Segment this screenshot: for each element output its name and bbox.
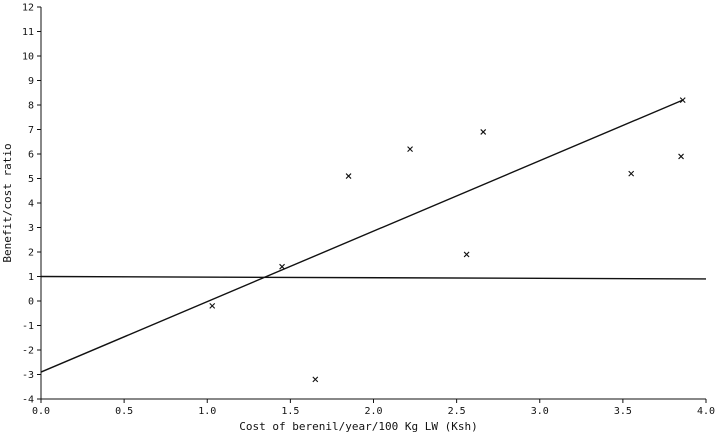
- chart-lines: [40, 99, 707, 373]
- x-tick-label: 4.0: [697, 406, 715, 417]
- y-tick-label: -4: [22, 395, 34, 406]
- axes: [40, 7, 706, 400]
- data-point: [209, 303, 216, 309]
- data-point: [279, 263, 285, 270]
- x-tick-label: 1.0: [198, 406, 216, 417]
- y-tick-label: 12: [22, 3, 34, 14]
- y-tick-label: 10: [22, 52, 34, 63]
- y-tick-label: 6: [28, 150, 34, 161]
- y-tick-label: 1: [28, 272, 34, 283]
- x-tick-label: 0.5: [115, 406, 133, 417]
- x-tick-label: 1.5: [281, 406, 299, 417]
- y-tick-label: -1: [22, 321, 34, 332]
- y-tick-label: 11: [22, 27, 34, 38]
- y-tick-label: 4: [28, 199, 34, 210]
- data-point: [480, 129, 487, 135]
- data-point: [679, 97, 686, 103]
- y-tick-label: 2: [28, 248, 34, 259]
- data-point: [312, 376, 319, 383]
- data-point: [463, 251, 470, 258]
- x-axis-label: Cost of berenil/year/100 Kg LW (Ksh): [239, 420, 477, 433]
- data-point: [407, 146, 413, 152]
- x-tick-label: 2.0: [364, 406, 382, 417]
- x-axis-ticks: 0.0 0.5 1.0 1.5 2.0 2.5 3.0 3.5 4.0: [32, 399, 715, 417]
- data-point: [678, 153, 684, 160]
- x-tick-label: 3.5: [614, 406, 632, 417]
- y-tick-label: 0: [28, 297, 34, 308]
- x-tick-label: 0.0: [32, 406, 50, 417]
- x-tick-label: 3.0: [531, 406, 549, 417]
- data-point: [345, 173, 352, 179]
- y-tick-label: 3: [28, 223, 34, 234]
- y-tick-label: 8: [28, 101, 34, 112]
- y-tick-label: 9: [28, 76, 34, 87]
- y-tick-label: 5: [28, 174, 34, 185]
- x-tick-label: 2.5: [448, 406, 466, 417]
- regression-line: [40, 99, 683, 373]
- y-axis-label: Benefit/cost ratio: [1, 143, 14, 262]
- y-tick-label: -3: [22, 370, 34, 381]
- y-tick-label: -2: [22, 346, 34, 357]
- data-points: [209, 97, 686, 383]
- y-tick-label: 7: [28, 125, 34, 136]
- data-point: [628, 170, 635, 177]
- reference-line: [40, 275, 707, 280]
